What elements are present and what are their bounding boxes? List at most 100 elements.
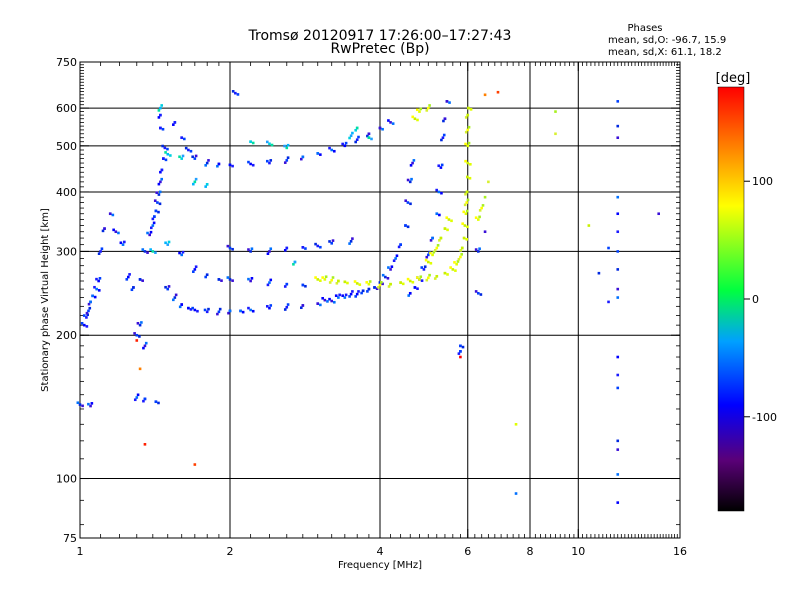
data-point bbox=[154, 251, 157, 254]
data-point bbox=[90, 402, 94, 405]
data-point bbox=[438, 239, 441, 242]
data-point bbox=[446, 273, 449, 276]
data-point bbox=[148, 233, 152, 237]
y-tick-label: 750 bbox=[56, 56, 77, 69]
y-tick-label: 500 bbox=[56, 140, 77, 153]
data-point bbox=[144, 341, 148, 345]
data-point bbox=[207, 159, 210, 162]
data-point bbox=[463, 203, 467, 207]
data-point bbox=[268, 306, 271, 310]
data-point bbox=[189, 308, 193, 311]
x-tick-label: 10 bbox=[571, 545, 585, 558]
data-point bbox=[157, 182, 161, 186]
data-point bbox=[319, 153, 322, 156]
data-point bbox=[191, 306, 194, 310]
data-point bbox=[331, 276, 335, 279]
y-tick-labels: 75 100 200 300 400 500 600 750 bbox=[56, 56, 77, 545]
data-point bbox=[355, 138, 359, 142]
data-point bbox=[616, 195, 620, 199]
data-point bbox=[89, 300, 92, 304]
data-point bbox=[162, 157, 165, 160]
data-point bbox=[432, 250, 436, 254]
x-tick-label: 8 bbox=[527, 545, 534, 558]
data-point bbox=[76, 401, 80, 405]
data-point bbox=[321, 296, 324, 300]
data-point bbox=[316, 244, 320, 248]
data-point bbox=[270, 143, 274, 147]
data-point bbox=[157, 116, 161, 119]
data-point bbox=[433, 277, 437, 280]
data-point bbox=[431, 253, 434, 257]
data-point bbox=[81, 404, 84, 408]
data-point bbox=[220, 279, 223, 282]
data-point bbox=[397, 245, 401, 249]
data-point bbox=[285, 305, 289, 309]
data-point bbox=[341, 294, 344, 297]
data-point bbox=[194, 177, 198, 181]
data-point bbox=[353, 280, 357, 283]
data-point bbox=[159, 126, 162, 130]
data-point bbox=[465, 238, 469, 241]
data-point bbox=[463, 224, 467, 227]
data-point bbox=[138, 323, 142, 327]
data-point bbox=[172, 298, 175, 302]
data-point bbox=[135, 333, 139, 337]
data-point bbox=[349, 240, 353, 243]
data-point bbox=[180, 136, 184, 140]
data-point bbox=[194, 265, 198, 269]
data-point bbox=[426, 260, 430, 264]
data-point bbox=[286, 143, 290, 147]
data-point bbox=[431, 236, 434, 240]
data-point bbox=[304, 284, 307, 288]
data-point bbox=[386, 277, 390, 280]
data-point bbox=[149, 230, 153, 234]
data-point bbox=[142, 399, 145, 403]
data-point bbox=[158, 202, 162, 206]
data-point bbox=[319, 303, 322, 307]
data-point bbox=[178, 251, 181, 255]
data-point bbox=[478, 247, 481, 251]
data-point bbox=[479, 293, 483, 296]
y-axis-label: Stationary phase Virtual Height [km] bbox=[40, 208, 51, 392]
data-point bbox=[438, 213, 441, 217]
data-point bbox=[153, 215, 156, 218]
data-point bbox=[159, 106, 162, 110]
data-point bbox=[616, 136, 620, 140]
data-point bbox=[461, 345, 465, 349]
data-point bbox=[164, 241, 167, 245]
colorbar-tick-label: 0 bbox=[752, 293, 759, 306]
data-point bbox=[429, 251, 432, 255]
data-point bbox=[468, 176, 472, 180]
data-point bbox=[130, 288, 134, 292]
data-point bbox=[462, 236, 466, 240]
data-point bbox=[193, 308, 197, 312]
data-point bbox=[616, 100, 620, 103]
data-point bbox=[189, 149, 193, 153]
data-point bbox=[88, 306, 92, 310]
data-point bbox=[216, 164, 219, 168]
data-point bbox=[616, 473, 620, 476]
data-point bbox=[394, 257, 397, 260]
data-point bbox=[250, 277, 254, 280]
data-point bbox=[204, 164, 207, 167]
colorbar-tick-label: 100 bbox=[752, 175, 773, 188]
data-point bbox=[266, 252, 270, 255]
data-point bbox=[464, 130, 468, 134]
data-point bbox=[418, 110, 421, 113]
data-point bbox=[269, 159, 273, 162]
data-point bbox=[474, 290, 478, 293]
stats-line-x: mean, sd,X: 61.1, 18.2 bbox=[608, 47, 722, 58]
y-tick-label: 75 bbox=[63, 532, 77, 545]
data-point bbox=[344, 293, 348, 297]
data-point bbox=[299, 306, 303, 310]
data-point bbox=[448, 101, 451, 104]
data-point bbox=[203, 308, 207, 312]
data-point bbox=[435, 188, 438, 192]
data-point bbox=[467, 106, 470, 110]
data-point bbox=[136, 393, 140, 397]
data-point bbox=[192, 270, 195, 273]
data-point bbox=[123, 240, 126, 244]
data-point bbox=[103, 227, 106, 230]
data-point bbox=[343, 296, 347, 299]
